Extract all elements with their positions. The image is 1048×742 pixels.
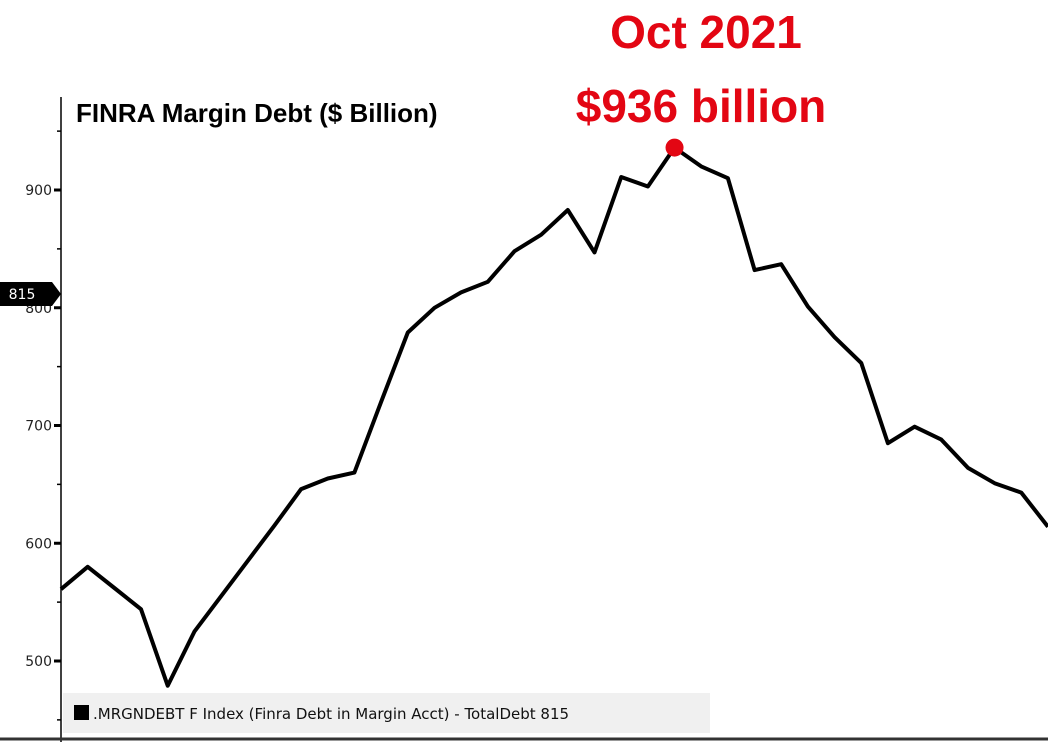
series-line bbox=[59, 145, 1048, 688]
annotation-value: $936 billion bbox=[576, 80, 827, 132]
legend-box bbox=[63, 693, 710, 733]
y-tick-label-900: 900 bbox=[25, 183, 52, 199]
legend-label: .MRGNDEBT F Index (Finra Debt in Margin … bbox=[93, 705, 569, 723]
major-ticks bbox=[54, 188, 61, 663]
legend-swatch bbox=[74, 705, 89, 720]
peak-marker bbox=[665, 138, 684, 157]
minor-ticks bbox=[57, 130, 61, 721]
y-tick-label-600: 600 bbox=[25, 536, 52, 552]
annotation-date: Oct 2021 bbox=[610, 6, 802, 58]
y-tick-label-500: 500 bbox=[25, 654, 52, 670]
last-value-badge-label: 815 bbox=[9, 287, 36, 303]
last-value-badge bbox=[0, 282, 61, 306]
y-tick-label-700: 700 bbox=[25, 419, 52, 435]
chart-title: FINRA Margin Debt ($ Billion) bbox=[76, 98, 438, 128]
